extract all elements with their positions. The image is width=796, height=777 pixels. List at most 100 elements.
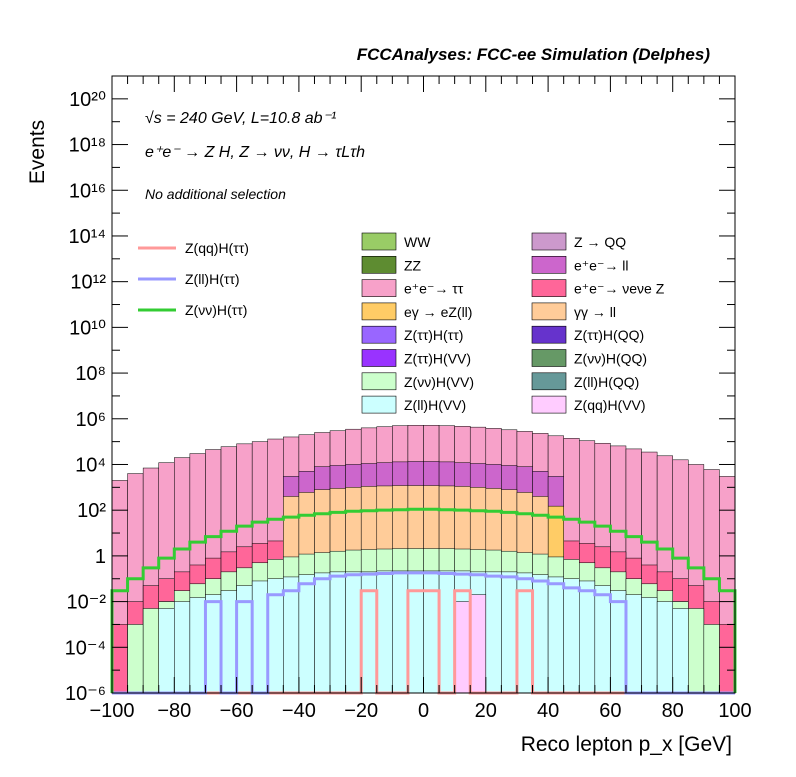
- y-tick-label: 10¹⁸: [69, 135, 106, 157]
- line-series-1: [112, 571, 735, 695]
- bar: [532, 574, 549, 694]
- bar: [547, 576, 564, 694]
- legend-entry: Z(ll)H(VV): [404, 397, 466, 413]
- bar: [688, 608, 705, 694]
- legend-box-swatch: [531, 372, 567, 391]
- legend-box-swatch: [531, 302, 567, 321]
- bar: [205, 594, 222, 694]
- series-14: [158, 570, 689, 694]
- legend-box-swatch: [531, 349, 567, 367]
- legend-box-swatch: [361, 349, 397, 367]
- bar: [485, 571, 502, 694]
- legend-entry: eγ → eZ(ll): [404, 304, 472, 320]
- x-tick-label: 20: [475, 700, 497, 722]
- x-tick-label: −80: [157, 700, 191, 722]
- legend-entry: Z(νν)H(QQ): [574, 351, 647, 367]
- stacked-bars: [111, 425, 736, 694]
- bar: [454, 601, 471, 694]
- legend-box-swatch: [361, 279, 397, 297]
- bar: [111, 624, 128, 694]
- x-axis-label: Reco lepton p_x [GeV]: [521, 733, 732, 756]
- legend-box-swatch: [361, 302, 397, 321]
- selection-note: No additional selection: [145, 186, 286, 202]
- legend-box-swatch: [531, 255, 567, 274]
- legend-box-swatch: [361, 395, 397, 414]
- legend: Z(qq)H(ττ) Z(ll)H(ττ) Z(νν)H(ττ) WW ZZ e⁺e⁻→ …: [138, 232, 665, 414]
- legend-box-swatch: [531, 395, 567, 414]
- bar: [283, 576, 300, 694]
- bar: [438, 570, 455, 694]
- y-tick-label: 10⁴: [75, 454, 106, 476]
- bar: [314, 572, 331, 694]
- process-label: e⁺e⁻ → Z H, Z → νν, H → τLτh: [145, 144, 365, 161]
- bar: [392, 570, 409, 694]
- bar: [220, 590, 237, 694]
- bar: [641, 597, 658, 694]
- x-axis: −100 −80 −60 −40 −20 0 20 40 60 80 100: [89, 76, 752, 722]
- legend-box-swatch: [361, 232, 397, 251]
- x-tick-label: 0: [418, 700, 429, 722]
- bar: [625, 594, 642, 694]
- legend-box-swatch: [361, 372, 397, 391]
- y-tick-label: 10¹²: [70, 272, 106, 294]
- y-tick-label: 10¹⁰: [69, 317, 106, 339]
- bar: [672, 608, 689, 694]
- y-tick-label: 10⁶: [76, 409, 106, 431]
- chart-title: FCCAnalyses: FCC-ee Simulation (Delphes): [357, 45, 711, 64]
- bar: [158, 608, 175, 694]
- y-axis-label: Events: [26, 120, 49, 184]
- legend-entry: ZZ: [404, 257, 422, 273]
- legend-box-swatch: [361, 325, 397, 344]
- legend-entry: e⁺e⁻→ νeνe Z: [574, 281, 665, 297]
- bar: [174, 601, 191, 694]
- legend-entry: e⁺e⁻→ ττ: [404, 281, 464, 297]
- legend-box-swatch: [531, 232, 567, 251]
- legend-entry: Z(ll)H(ττ): [185, 271, 240, 287]
- x-tick-label: 100: [718, 700, 751, 722]
- y-tick-label: 10¹⁶: [69, 180, 106, 202]
- bar: [501, 571, 518, 694]
- bar: [703, 624, 720, 694]
- legend-entry: Z → QQ: [574, 234, 626, 250]
- line-series-2: [110, 507, 737, 693]
- y-tick-label: 10⁸: [75, 363, 106, 385]
- x-tick-label: −20: [344, 700, 378, 722]
- bar: [127, 624, 144, 694]
- legend-entry: Z(ll)H(QQ): [574, 374, 639, 390]
- x-tick-label: −60: [220, 700, 254, 722]
- bar: [251, 580, 269, 694]
- y-tick-label: 10⁻²: [67, 592, 107, 614]
- legend-entry: Z(qq)H(VV): [574, 397, 646, 413]
- y-tick-label: 10⁻⁴: [65, 637, 106, 659]
- bar: [656, 601, 673, 694]
- bar: [469, 594, 487, 694]
- bar: [563, 578, 580, 694]
- y-axis: 10⁻⁶ 10⁻⁴ 10⁻² 1 10² 10⁴ 10⁶ 10⁸ 10¹⁰ 10¹² 10¹⁴ 10¹…: [65, 89, 735, 705]
- x-tick-label: 80: [662, 700, 684, 722]
- x-tick-label: 40: [537, 700, 559, 722]
- x-tick-label: 60: [599, 700, 621, 722]
- bar: [719, 624, 736, 694]
- legend-box-swatch: [531, 279, 567, 297]
- energy-label: √s = 240 GeV, L=10.8 ab⁻¹: [145, 110, 336, 127]
- bar: [345, 571, 362, 694]
- bar: [594, 585, 611, 694]
- legend-entry: Z(ττ)H(QQ): [574, 327, 644, 343]
- legend-entry: γγ → ll: [574, 304, 616, 320]
- legend-entry: WW: [404, 234, 431, 250]
- x-tick-label: −40: [282, 700, 316, 722]
- y-tick-label: 1: [95, 546, 106, 568]
- bar: [579, 580, 596, 694]
- legend-entry: Z(ττ)H(ττ): [404, 327, 463, 343]
- legend-box-swatch: [361, 255, 397, 274]
- bar: [610, 590, 627, 694]
- y-tick-label: 10⁻⁶: [65, 683, 106, 705]
- bar: [142, 608, 159, 694]
- legend-entry: Z(νν)H(VV): [404, 374, 474, 390]
- bar: [376, 570, 393, 694]
- bar: [298, 574, 315, 694]
- y-tick-label: 10²: [77, 500, 106, 522]
- y-tick-label: 10¹⁴: [69, 226, 107, 248]
- legend-entry: Z(ττ)H(VV): [404, 351, 471, 367]
